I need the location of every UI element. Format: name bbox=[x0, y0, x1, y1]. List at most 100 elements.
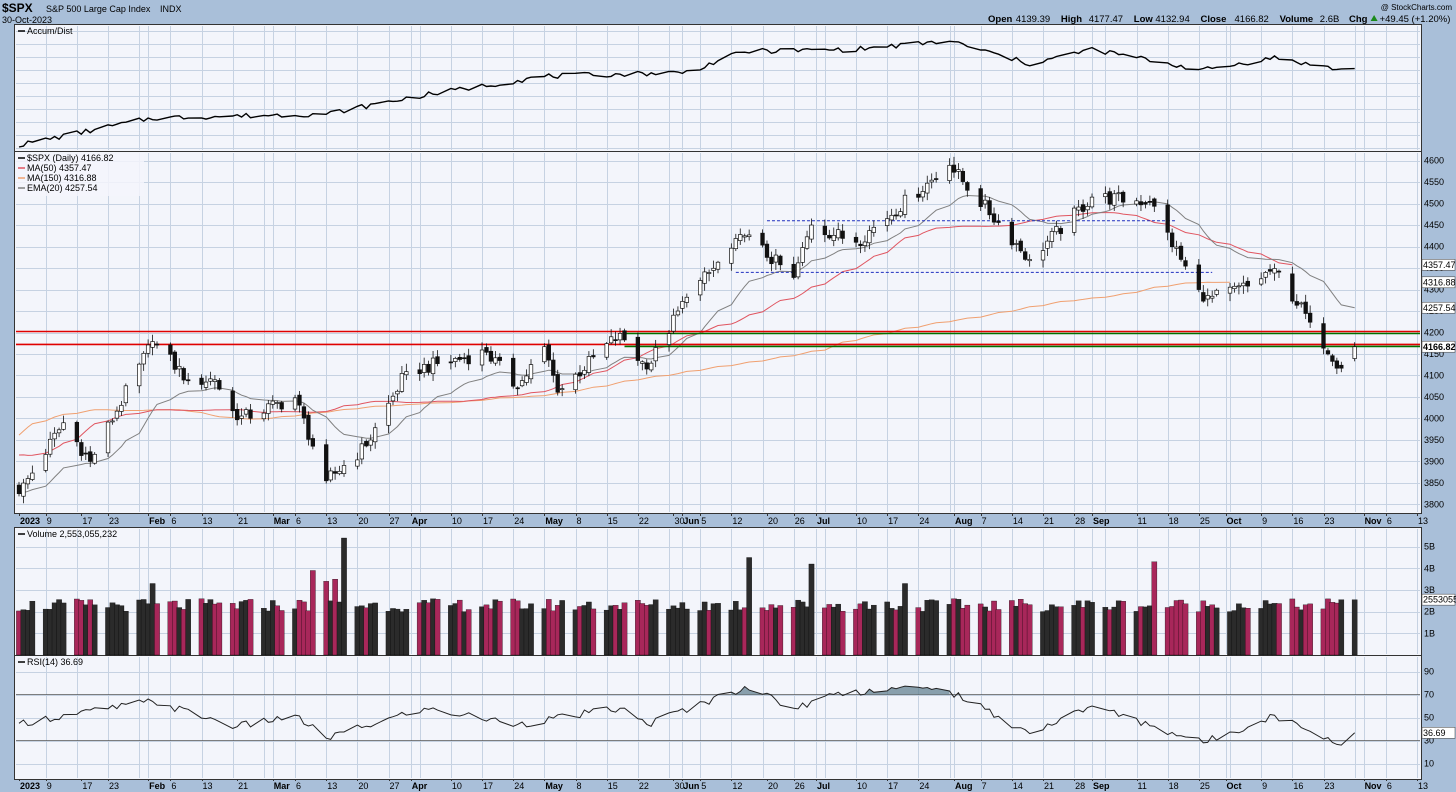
candle-body bbox=[1116, 192, 1121, 195]
date-label: 30-Oct-2023 bbox=[2, 15, 52, 25]
volume-bar bbox=[434, 599, 441, 656]
ohlc-value: +49.45 (+1.20%) bbox=[1380, 14, 1451, 25]
candle-body bbox=[1334, 360, 1340, 369]
price-y-label: 4600 bbox=[1424, 156, 1444, 166]
exchange-label: INDX bbox=[160, 4, 182, 14]
candle-body bbox=[840, 230, 845, 239]
candle-body bbox=[1267, 269, 1273, 272]
ohlc-label: Low bbox=[1134, 14, 1154, 25]
candle-body bbox=[230, 390, 235, 412]
volume-bar bbox=[528, 603, 534, 656]
rsi-y-label: 30 bbox=[1424, 736, 1434, 746]
candle-body bbox=[729, 247, 734, 264]
accum-legend-label: Accum/Dist bbox=[27, 26, 73, 36]
accum-legend: Accum/Dist bbox=[18, 26, 73, 36]
candle-body bbox=[666, 333, 672, 345]
candle-body bbox=[524, 375, 529, 383]
x-axis-middle: 2023 9 17 23 Feb 6 13 21 Mar 6 13 20 27 Apr 10 17 24 May 8… bbox=[19, 514, 1428, 526]
x-axis-bottom: 2023 9 17 23 Feb 6 13 21 Mar 6 13 20 27 Apr 10 17 24 May 8… bbox=[19, 779, 1428, 791]
candle-body bbox=[1352, 346, 1357, 359]
candle-body bbox=[604, 343, 609, 358]
candle-body bbox=[1023, 251, 1028, 260]
x-axis-label: Nov bbox=[1365, 516, 1382, 526]
candle-body bbox=[1290, 273, 1295, 302]
x-axis-label: Aug bbox=[955, 516, 973, 526]
ohlc-label: Chg bbox=[1349, 14, 1368, 25]
candle-body bbox=[809, 224, 814, 240]
candle-body bbox=[920, 191, 925, 198]
candle-body bbox=[573, 373, 578, 391]
candle-body bbox=[150, 341, 155, 348]
x-axis-label: 15 bbox=[608, 516, 618, 526]
volume-bar bbox=[871, 604, 877, 656]
x-axis-label: 6 bbox=[296, 516, 301, 526]
x-axis-label: 30 bbox=[674, 781, 684, 791]
ma150-line bbox=[18, 281, 1231, 436]
index-name-label: S&P 500 Large Cap Index bbox=[46, 4, 151, 14]
candle-body bbox=[1210, 295, 1215, 299]
volume-bar bbox=[1026, 604, 1033, 656]
ma50-value-tag-box bbox=[1421, 259, 1456, 271]
x-axis-label: 18 bbox=[1169, 516, 1179, 526]
candle-body bbox=[1174, 246, 1179, 249]
x-axis-label: Oct bbox=[1227, 516, 1242, 526]
candle-body bbox=[1169, 232, 1175, 248]
volume-bar bbox=[185, 599, 191, 656]
candle-body bbox=[893, 214, 899, 217]
candle-body bbox=[137, 363, 142, 387]
candle-body bbox=[1121, 191, 1126, 203]
rsi-line bbox=[18, 685, 1356, 746]
candle-body bbox=[1107, 191, 1112, 205]
candle-body bbox=[965, 182, 970, 191]
candle-body bbox=[1307, 312, 1313, 323]
candle-body bbox=[1089, 196, 1095, 208]
price-y-label: 4500 bbox=[1424, 199, 1444, 209]
candle-body bbox=[613, 339, 618, 341]
candle-body bbox=[885, 218, 890, 226]
x-axis-label: 22 bbox=[639, 516, 649, 526]
candle-body bbox=[261, 412, 267, 420]
x-axis-label: 5 bbox=[701, 781, 706, 791]
candle-body bbox=[1049, 231, 1055, 242]
price-legend: $SPX (Daily) 4166.82 MA(50) 4357.47 MA(1… bbox=[16, 153, 144, 196]
candle-body bbox=[742, 235, 747, 238]
ohlc-label: Volume bbox=[1280, 14, 1314, 25]
x-axis-label: 7 bbox=[982, 516, 987, 526]
candle-body bbox=[653, 347, 658, 362]
x-axis-label: 15 bbox=[608, 781, 618, 791]
volume-bar bbox=[278, 610, 285, 656]
candle-body bbox=[1214, 289, 1219, 295]
candle-body bbox=[43, 454, 48, 471]
candle-body bbox=[1058, 228, 1063, 234]
candle-body bbox=[306, 414, 311, 440]
x-axis-label: 28 bbox=[1075, 516, 1085, 526]
rsi-y-label: 50 bbox=[1424, 713, 1434, 723]
x-axis-label: 6 bbox=[171, 516, 176, 526]
candle-body bbox=[386, 402, 391, 426]
x-axis-label: 24 bbox=[919, 781, 929, 791]
candle-body bbox=[328, 470, 333, 481]
candle-body bbox=[551, 359, 556, 376]
candle-body bbox=[279, 402, 284, 410]
candle-body bbox=[773, 254, 779, 263]
volume-bar bbox=[559, 600, 565, 656]
candle-body bbox=[1276, 270, 1282, 273]
candle-body bbox=[804, 236, 810, 249]
price-y-label: 4400 bbox=[1424, 242, 1444, 252]
volume-bar bbox=[684, 608, 690, 656]
price-y-label: 4150 bbox=[1424, 349, 1444, 359]
price-y-label: 4550 bbox=[1424, 177, 1444, 187]
candle-body bbox=[560, 388, 565, 390]
x-axis-label: 23 bbox=[1325, 516, 1335, 526]
candle-body bbox=[310, 438, 315, 447]
candle-body bbox=[16, 484, 22, 495]
ohlc-value: 4132.94 bbox=[1155, 14, 1189, 25]
candle-body bbox=[61, 422, 66, 430]
candle-body bbox=[960, 170, 966, 182]
x-axis-label: May bbox=[545, 516, 563, 526]
x-axis-label: 16 bbox=[1293, 516, 1303, 526]
x-axis-label: 13 bbox=[1418, 781, 1428, 791]
ohlc-value: 4166.82 bbox=[1235, 14, 1269, 25]
candle-body bbox=[1263, 272, 1268, 278]
volume-bar bbox=[1151, 561, 1158, 656]
